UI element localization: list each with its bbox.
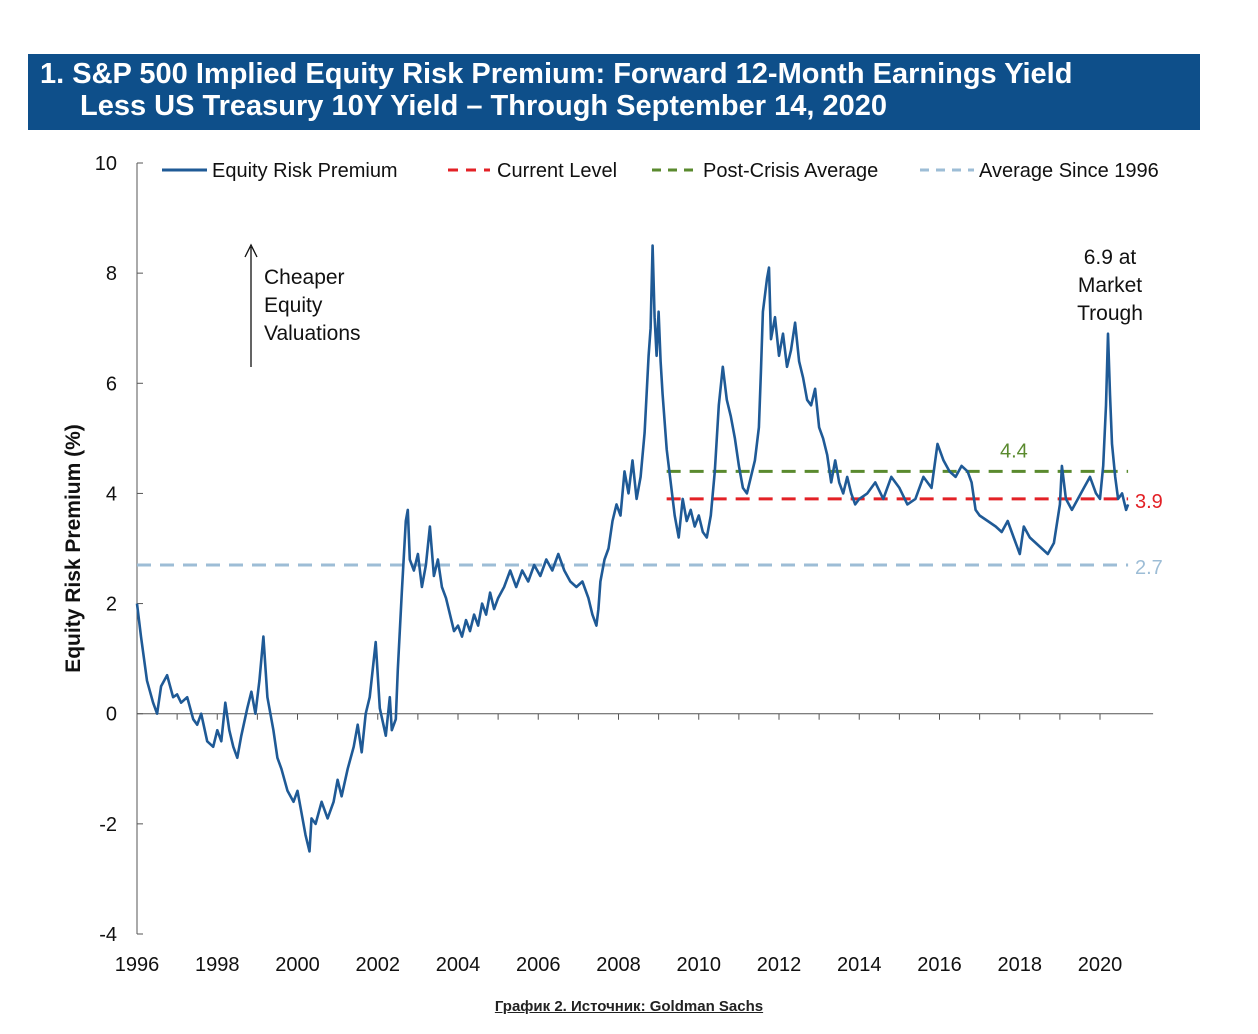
erp-line-chart: -4 -2 0 2 4 6 8 10 1996 1998 2000 2002 2004 2006 2008 2… xyxy=(62,153,1163,976)
legend-label: Equity Risk Premium xyxy=(212,160,398,182)
y-axis-label: Equity Risk Premium (%) xyxy=(62,424,85,673)
y-tick-label: -2 xyxy=(99,814,117,836)
y-tick-label: 6 xyxy=(106,373,117,395)
legend-label: Current Level xyxy=(497,160,617,182)
source-caption: График 2. Источник: Goldman Sachs xyxy=(494,998,764,1015)
x-tick-label: 2000 xyxy=(275,954,320,976)
x-tick-label: 2014 xyxy=(837,954,882,976)
annotation-market-trough: Trough xyxy=(1077,302,1143,325)
x-tick-label: 2006 xyxy=(516,954,561,976)
post-crisis-average-value-label: 4.4 xyxy=(1000,440,1028,462)
x-tick-label: 2002 xyxy=(356,954,401,976)
x-tick-label: 2018 xyxy=(998,954,1043,976)
equity-risk-premium-line xyxy=(135,244,1130,853)
annotation-market-trough: 6.9 at xyxy=(1084,246,1137,269)
y-tick-label: 8 xyxy=(106,263,117,285)
y-tick-label: 0 xyxy=(106,704,117,726)
x-tick-label: 1998 xyxy=(195,954,240,976)
y-tick-label: 4 xyxy=(106,483,117,505)
x-tick-label: 2010 xyxy=(677,954,722,976)
x-tick-label: 2004 xyxy=(436,954,481,976)
chart-title-line-2: Less US Treasury 10Y Yield – Through Sep… xyxy=(80,90,888,122)
x-tick-label: 2016 xyxy=(917,954,962,976)
x-tick-label: 2012 xyxy=(757,954,802,976)
legend-label: Average Since 1996 xyxy=(979,160,1159,182)
legend-label: Post-Crisis Average xyxy=(703,160,878,182)
chart-title-banner: 1. S&P 500 Implied Equity Risk Premium: … xyxy=(28,54,1200,130)
y-tick-label: 10 xyxy=(95,153,117,175)
x-tick-label: 1996 xyxy=(115,954,160,976)
annotation-cheaper-valuations: Valuations xyxy=(264,322,361,345)
x-tick-label: 2008 xyxy=(596,954,641,976)
chart-title-line-1: 1. S&P 500 Implied Equity Risk Premium: … xyxy=(40,58,1073,90)
x-tick-label: 2020 xyxy=(1078,954,1123,976)
current-level-value-label: 3.9 xyxy=(1135,491,1163,513)
annotation-market-trough: Market xyxy=(1078,274,1142,297)
annotation-cheaper-valuations: Equity xyxy=(264,294,323,317)
annotation-cheaper-valuations: Cheaper xyxy=(264,266,345,289)
average-since-1996-value-label: 2.7 xyxy=(1135,557,1163,579)
y-tick-label: -4 xyxy=(99,924,117,946)
y-tick-label: 2 xyxy=(106,594,117,616)
arrowhead-icon xyxy=(244,243,258,258)
